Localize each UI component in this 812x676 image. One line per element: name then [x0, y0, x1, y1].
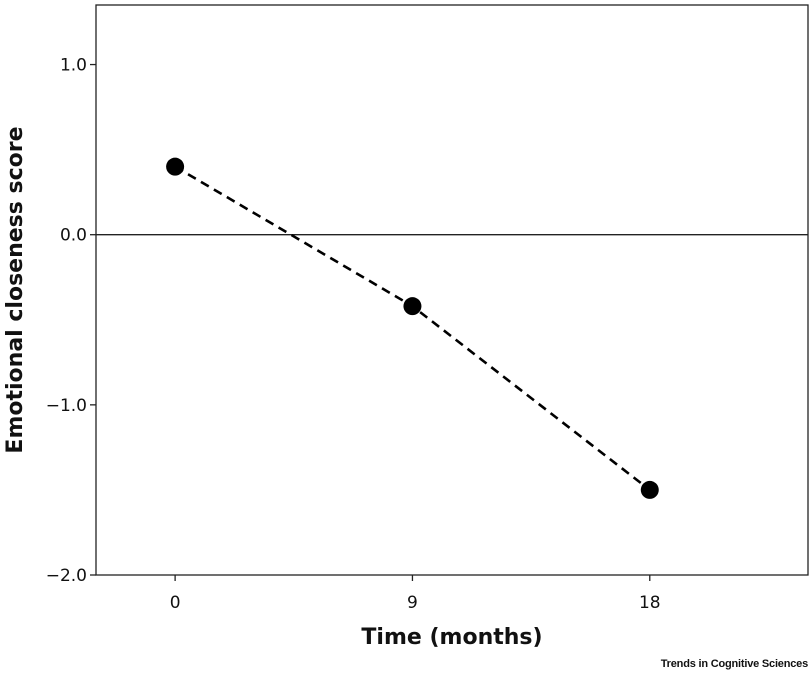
- x-axis-ticks: 0 9 18: [170, 575, 661, 613]
- plot-frame: [95, 4, 809, 576]
- x-tick-label: 9: [407, 593, 418, 613]
- y-axis-ticks: 1.0 0.0 −1.0 −2.0: [46, 56, 96, 586]
- y-axis-title: Emotional closeness score: [3, 126, 28, 453]
- y-tick-label: −2.0: [46, 566, 87, 586]
- data-points: [166, 157, 659, 499]
- y-tick-label: 0.0: [60, 226, 87, 246]
- y-tick-label: 1.0: [60, 56, 87, 76]
- credit-text: Trends in Cognitive Sciences: [660, 658, 808, 670]
- data-point: [640, 480, 659, 499]
- y-tick-label: −1.0: [46, 396, 87, 416]
- data-point: [166, 157, 185, 176]
- x-tick-label: 18: [639, 593, 661, 613]
- x-axis-title: Time (months): [361, 625, 542, 650]
- data-point: [403, 297, 422, 316]
- series-line: [174, 165, 651, 491]
- x-tick-label: 0: [170, 593, 181, 613]
